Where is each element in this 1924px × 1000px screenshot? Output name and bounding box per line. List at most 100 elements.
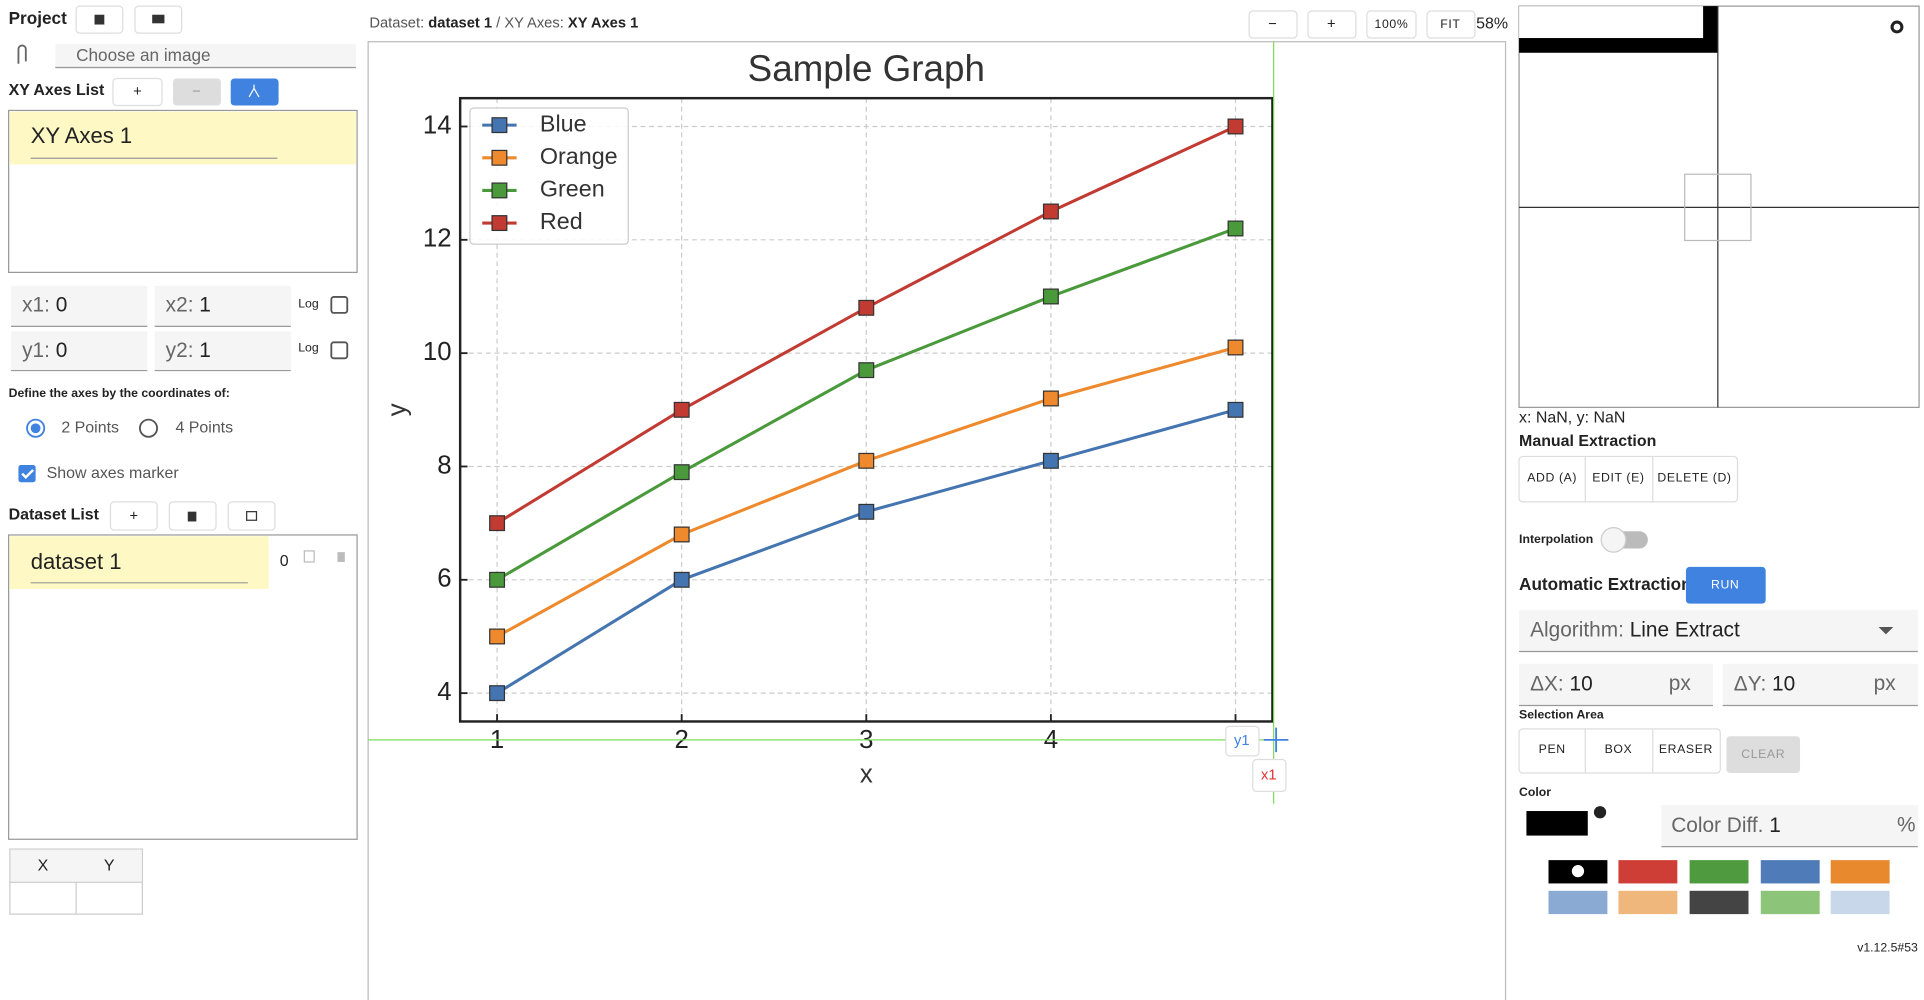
x2-value: 1 bbox=[199, 293, 211, 316]
palette-swatch[interactable] bbox=[1760, 860, 1820, 884]
legend-box bbox=[469, 107, 629, 245]
y-tick-label: 8 bbox=[437, 451, 451, 479]
data-point bbox=[489, 571, 506, 588]
x1-field[interactable] bbox=[11, 285, 148, 327]
eraser-button[interactable]: ERASER bbox=[1659, 742, 1713, 756]
chart: Sample Graph x y 46810121412345BlueOrang… bbox=[384, 48, 1274, 788]
palette-swatch[interactable] bbox=[1760, 890, 1820, 915]
axes-item[interactable] bbox=[9, 111, 356, 165]
add-button[interactable]: ADD (A) bbox=[1527, 471, 1577, 485]
y-tick-label: 10 bbox=[423, 338, 452, 366]
legend-label: Red bbox=[540, 208, 583, 234]
data-point bbox=[858, 503, 875, 520]
dy-field[interactable] bbox=[1722, 663, 1918, 706]
image-input[interactable] bbox=[55, 44, 356, 69]
remove-axes-button[interactable] bbox=[173, 78, 221, 106]
log-y-checkbox[interactable] bbox=[330, 341, 349, 360]
palette-swatch[interactable] bbox=[1830, 860, 1890, 884]
data-point bbox=[673, 401, 690, 418]
box-button[interactable]: BOX bbox=[1605, 742, 1633, 756]
algorithm-value: Line Extract bbox=[1630, 618, 1740, 641]
x1-marker-label: x1 bbox=[1261, 767, 1277, 783]
palette-icon[interactable] bbox=[1593, 806, 1607, 819]
dataset-name: dataset 1 bbox=[428, 15, 492, 31]
color-diff-unit: % bbox=[1897, 813, 1916, 836]
dataset-item[interactable] bbox=[9, 536, 269, 589]
data-point bbox=[1227, 401, 1244, 418]
palette-swatch[interactable] bbox=[1618, 890, 1678, 915]
image-placeholder: Choose an image bbox=[76, 45, 210, 65]
zoom-in-button[interactable] bbox=[1307, 10, 1357, 39]
selected-icon bbox=[1571, 865, 1585, 878]
legend-marker bbox=[491, 182, 508, 199]
open-icon bbox=[152, 14, 165, 24]
x-axis-label: x bbox=[860, 760, 873, 788]
y1-marker-label: y1 bbox=[1234, 733, 1250, 749]
y1-field[interactable] bbox=[11, 331, 148, 371]
palette-swatch[interactable] bbox=[1618, 860, 1678, 884]
trash-icon[interactable] bbox=[337, 552, 345, 562]
log-x-checkbox[interactable] bbox=[330, 296, 349, 314]
dx-unit: px bbox=[1669, 672, 1692, 695]
zoom-in-label: + bbox=[1327, 16, 1336, 32]
show-marker-label: Show axes marker bbox=[47, 465, 180, 482]
dx-field[interactable] bbox=[1519, 663, 1713, 706]
palette-swatch[interactable] bbox=[1830, 890, 1890, 915]
y1-marker[interactable] bbox=[1225, 725, 1260, 757]
manual-button-group bbox=[1518, 455, 1739, 503]
radio-2-points[interactable] bbox=[26, 418, 46, 438]
selection-button-group bbox=[1518, 728, 1721, 774]
zoom-out-label: − bbox=[1268, 16, 1277, 32]
merge-dataset-button[interactable] bbox=[227, 501, 276, 531]
y2-value: 1 bbox=[199, 338, 211, 361]
palette-swatch[interactable] bbox=[1548, 890, 1608, 915]
clear-button[interactable] bbox=[1726, 736, 1801, 774]
table-header: Y bbox=[104, 857, 115, 874]
run-label: RUN bbox=[1711, 578, 1739, 592]
data-point bbox=[1042, 452, 1059, 469]
run-button[interactable] bbox=[1685, 566, 1766, 604]
show-marker-checkbox[interactable] bbox=[18, 465, 36, 483]
add-dataset-button[interactable] bbox=[109, 501, 158, 531]
palette-swatch[interactable] bbox=[1689, 890, 1749, 915]
pen-button[interactable]: PEN bbox=[1539, 742, 1566, 756]
y2-field[interactable] bbox=[154, 331, 291, 371]
color-diff: Color Diff. 1 bbox=[1671, 813, 1781, 836]
x2-field[interactable] bbox=[154, 285, 291, 327]
delete-button[interactable]: DELETE (D) bbox=[1657, 471, 1731, 485]
color-diff-value: 1 bbox=[1769, 813, 1781, 836]
y-tick-label: 14 bbox=[423, 111, 452, 139]
data-point bbox=[1227, 118, 1244, 135]
dx: ΔX: 10 bbox=[1530, 672, 1593, 695]
color-diff-field[interactable] bbox=[1661, 804, 1918, 847]
y-tick-label: 4 bbox=[437, 678, 451, 706]
y1-label-text: y1: bbox=[22, 338, 50, 361]
legend-label: Green bbox=[540, 176, 605, 202]
axes-list-title: XY Axes List bbox=[9, 82, 105, 99]
data-point bbox=[489, 628, 506, 645]
y-tick-label: 12 bbox=[423, 225, 452, 253]
copy-icon[interactable] bbox=[303, 550, 315, 563]
radio-4-points[interactable] bbox=[138, 418, 159, 438]
axes-tool-button[interactable] bbox=[230, 78, 279, 106]
clear-label: CLEAR bbox=[1741, 747, 1785, 761]
legend-label: Blue bbox=[540, 110, 587, 136]
fit-label: FIT bbox=[1440, 17, 1460, 31]
x1-marker[interactable] bbox=[1252, 758, 1287, 793]
data-point bbox=[673, 464, 690, 481]
log-x-label: Log bbox=[298, 297, 319, 311]
settings-icon[interactable] bbox=[1890, 20, 1904, 34]
algorithm-select[interactable] bbox=[1519, 609, 1918, 652]
color-swatch[interactable] bbox=[1526, 811, 1588, 836]
add-axes-button[interactable] bbox=[112, 77, 163, 107]
edit-button[interactable]: EDIT (E) bbox=[1592, 471, 1644, 485]
zoom-out-button[interactable] bbox=[1248, 10, 1298, 39]
data-point bbox=[1042, 288, 1059, 305]
data-point bbox=[673, 526, 690, 543]
palette-swatch[interactable] bbox=[1689, 860, 1749, 884]
y1-value: 0 bbox=[56, 338, 68, 361]
fit-button[interactable] bbox=[1426, 10, 1476, 39]
zoom-100-button[interactable] bbox=[1366, 10, 1417, 39]
data-point bbox=[1227, 220, 1244, 237]
